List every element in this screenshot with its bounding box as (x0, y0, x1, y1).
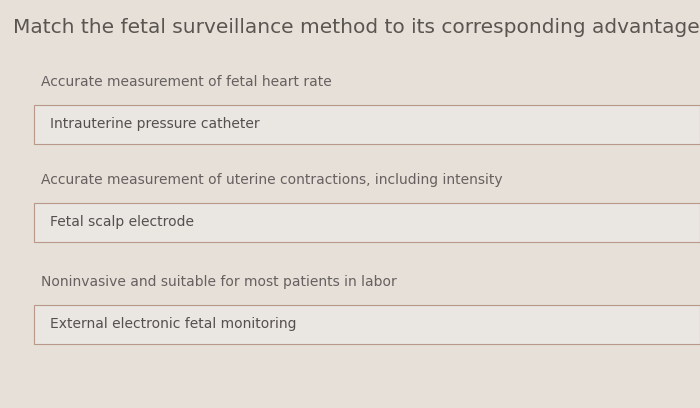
Text: Intrauterine pressure catheter: Intrauterine pressure catheter (50, 118, 260, 131)
Text: Accurate measurement of fetal heart rate: Accurate measurement of fetal heart rate (41, 75, 331, 89)
Text: Match the fetal surveillance method to its corresponding advantage.: Match the fetal surveillance method to i… (13, 18, 700, 38)
Text: Accurate measurement of uterine contractions, including intensity: Accurate measurement of uterine contract… (41, 173, 502, 186)
FancyBboxPatch shape (34, 105, 700, 144)
Text: Fetal scalp electrode: Fetal scalp electrode (50, 215, 195, 229)
FancyBboxPatch shape (34, 203, 700, 242)
Text: External electronic fetal monitoring: External electronic fetal monitoring (50, 317, 297, 331)
Text: Noninvasive and suitable for most patients in labor: Noninvasive and suitable for most patien… (41, 275, 396, 288)
FancyBboxPatch shape (34, 305, 700, 344)
